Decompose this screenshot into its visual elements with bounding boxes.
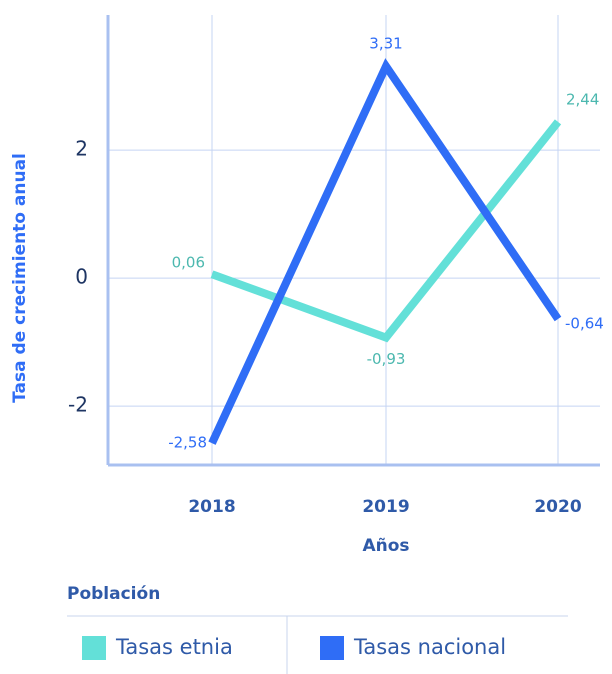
- y-axis-title: Tasa de crecimiento anual: [10, 153, 30, 403]
- data-label: 0,06: [172, 254, 205, 272]
- data-label: -0,64: [565, 315, 604, 333]
- legend-title: Población: [67, 584, 160, 604]
- series-line: [208, 58, 562, 445]
- x-tick-label: 2020: [534, 497, 581, 517]
- x-tick-label: 2018: [188, 497, 235, 517]
- y-tick-label: 0: [75, 265, 88, 289]
- y-tick-label: 2: [75, 137, 88, 161]
- legend-label: Tasas nacional: [353, 635, 506, 659]
- x-axis-title: Años: [362, 536, 409, 556]
- legend-label: Tasas etnia: [115, 635, 233, 659]
- legend-swatch: [82, 636, 106, 660]
- data-label: 3,31: [369, 35, 402, 53]
- x-tick-label: 2019: [362, 497, 409, 517]
- data-label: -0,93: [367, 350, 406, 368]
- data-label: -2,58: [168, 434, 207, 452]
- y-tick-label: -2: [68, 393, 88, 417]
- series-line: [210, 119, 562, 343]
- data-label: 2,44: [566, 90, 599, 108]
- legend-swatch: [320, 636, 344, 660]
